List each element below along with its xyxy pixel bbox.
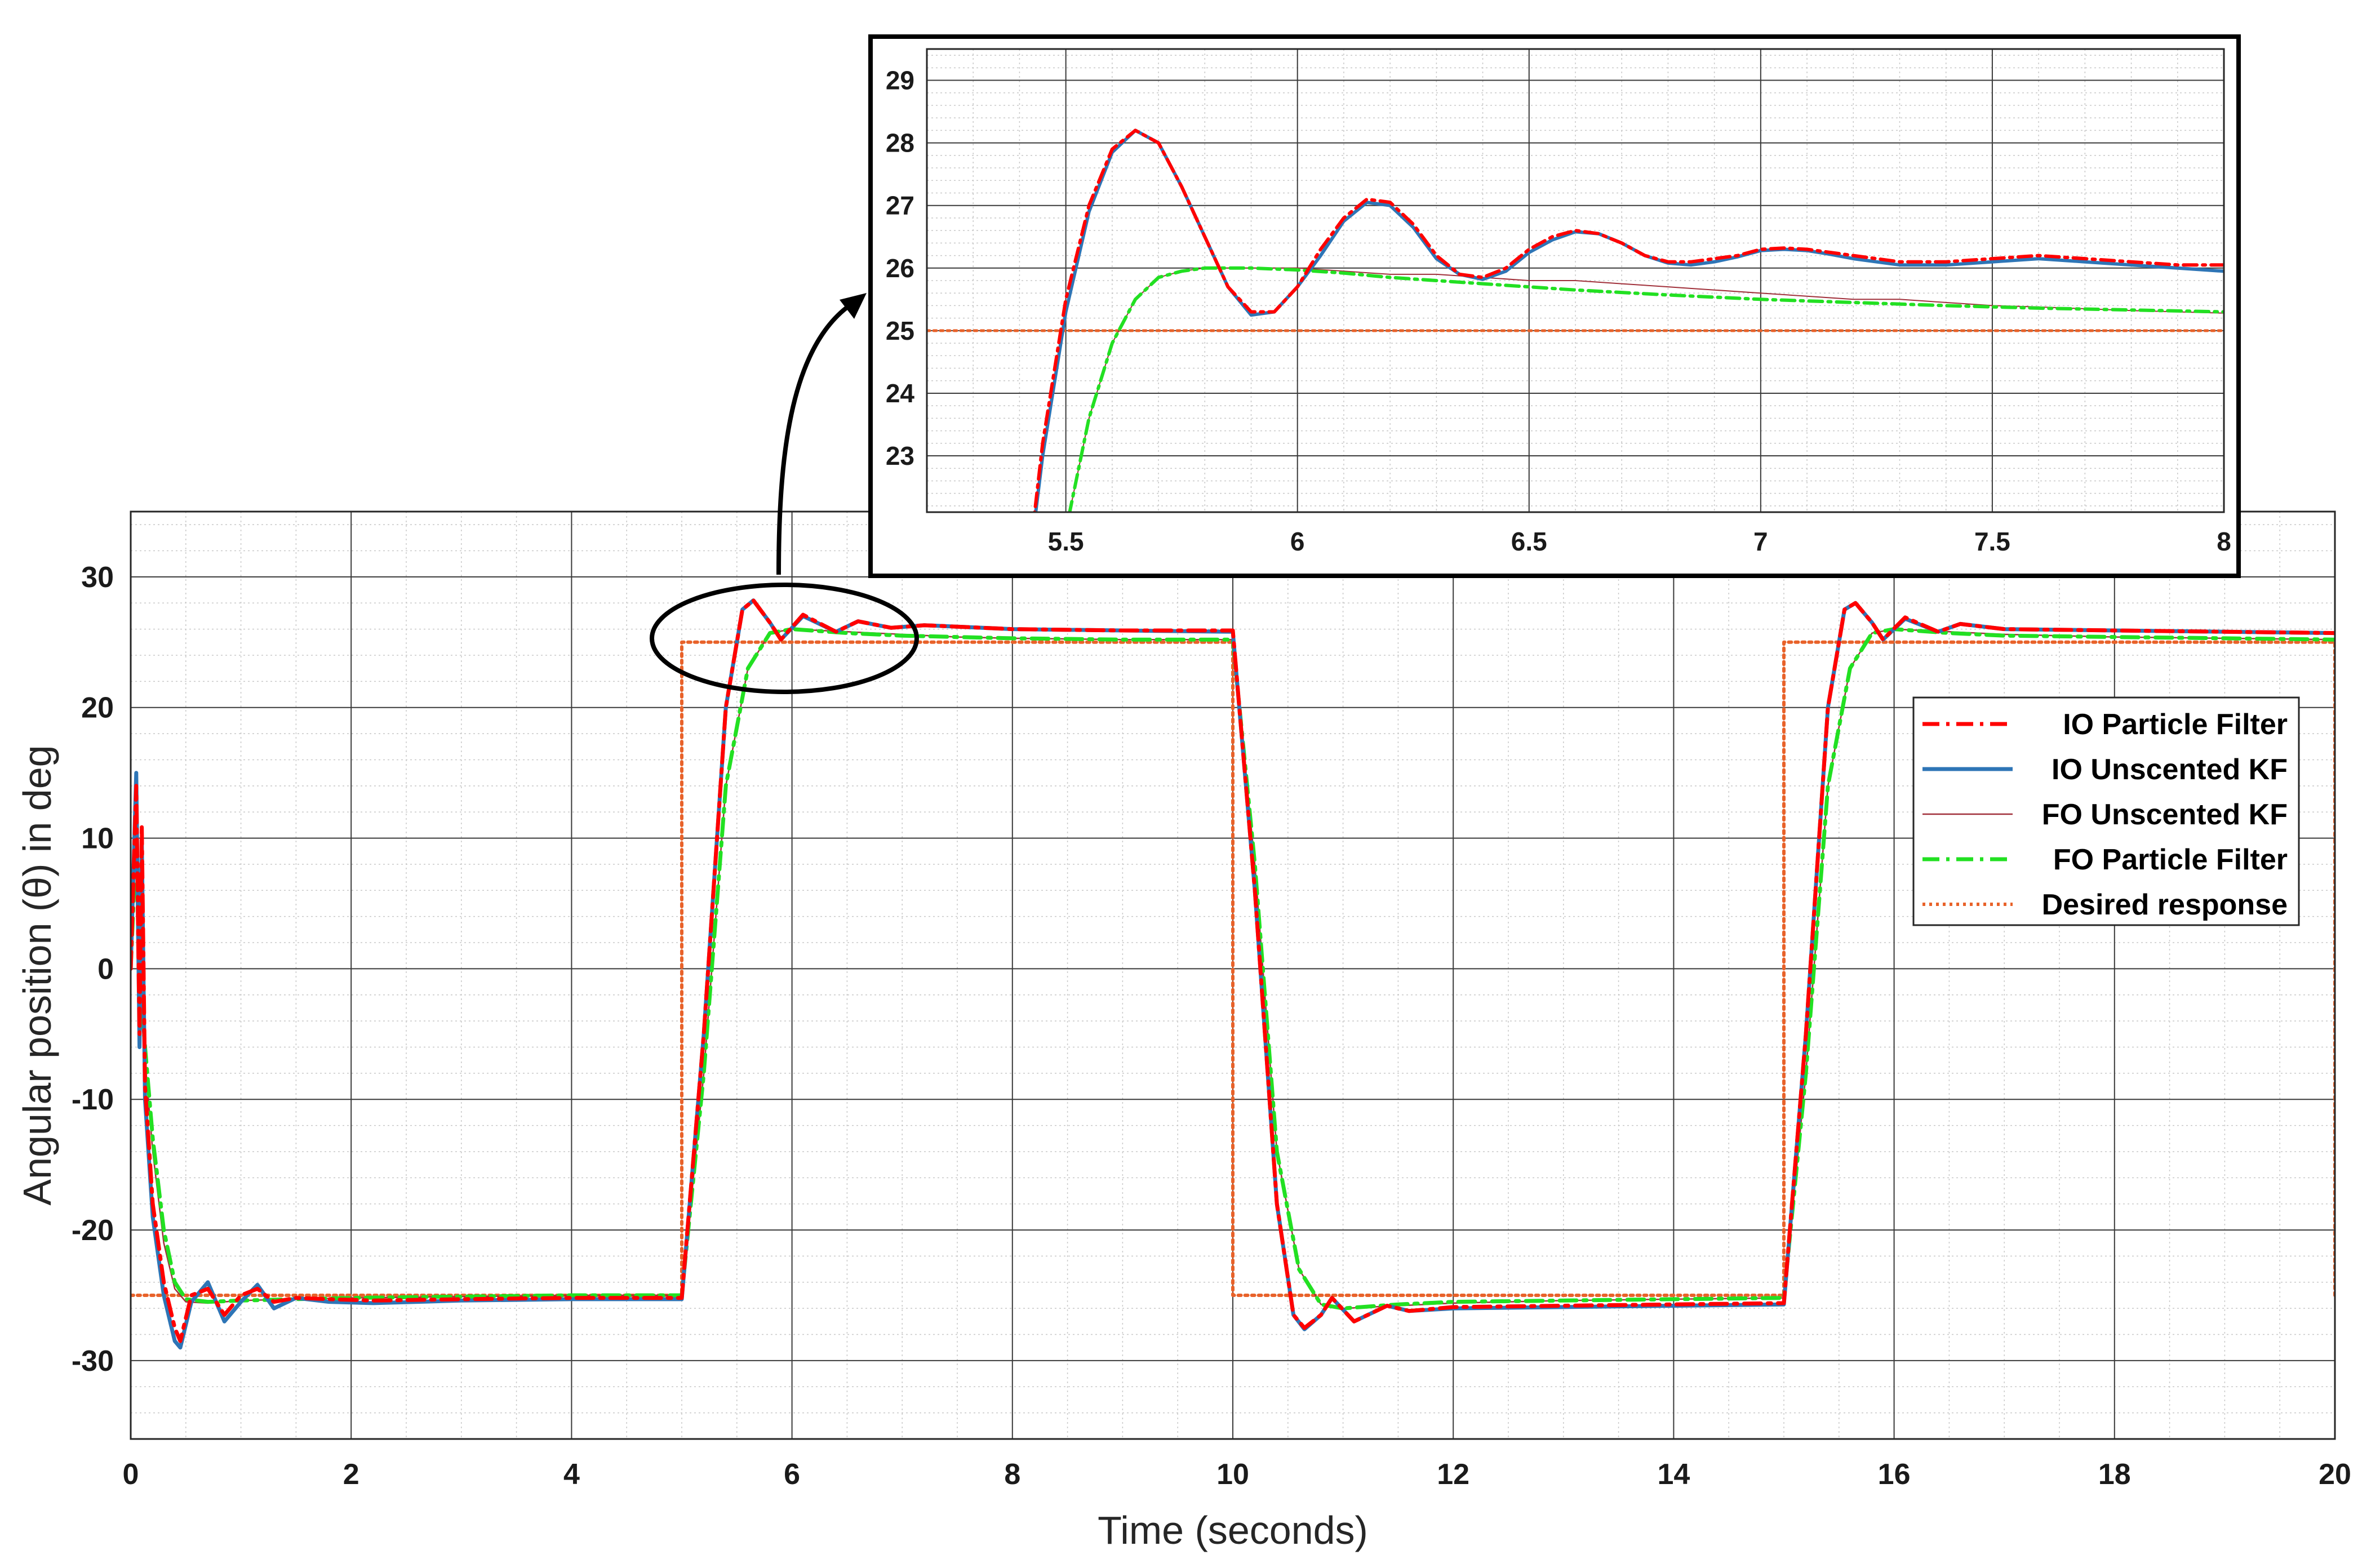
x-tick-label: 20	[2319, 1458, 2351, 1491]
zoom-ellipse	[650, 583, 919, 694]
legend: IO Particle Filter IO Unscented KF FO Unsc…	[1912, 696, 2300, 926]
y-tick-label: -10	[72, 1083, 114, 1116]
y-tick-label: 10	[81, 823, 114, 855]
legend-label-io-particle-filter: IO Particle Filter	[2063, 708, 2288, 741]
series-line-io-particle-filter	[131, 598, 2335, 1343]
y-axis-label: Angular position (θ) in deg	[15, 745, 59, 1205]
x-tick-label: 8	[2217, 527, 2231, 556]
x-tick-label: 16	[1878, 1458, 1911, 1491]
inset-series-layer	[927, 128, 2224, 512]
x-tick-label: 6	[1290, 527, 1305, 556]
y-tick-label: 24	[886, 379, 915, 408]
series-line-io-particle-filter	[1033, 128, 2224, 512]
legend-label-desired-response: Desired response	[2042, 889, 2288, 921]
legend-label-fo-unscented-kf: FO Unscented KF	[2042, 798, 2288, 831]
inset-x-tick-labels: 5.5 6 6.5 7 7.5 8	[1048, 527, 2231, 556]
y-tick-label: 29	[886, 66, 914, 95]
y-tick-label: 20	[81, 692, 114, 725]
x-tick-label: 2	[343, 1458, 359, 1491]
y-tick-label: 23	[886, 441, 914, 470]
legend-entries: IO Particle Filter IO Unscented KF FO Unsc…	[1922, 708, 2288, 921]
legend-box	[1912, 696, 2300, 926]
main-y-tick-labels: -30 -20 -10 0 10 20 30	[72, 561, 114, 1378]
y-tick-label: 30	[81, 561, 114, 594]
zoom-annotation	[650, 293, 919, 694]
x-tick-label: 6	[784, 1458, 800, 1491]
inset-chart: 5.5 6 6.5 7 7.5 8 23 24 25 26 27 28 29	[868, 34, 2241, 578]
x-tick-label: 5.5	[1048, 527, 1084, 556]
main-chart: 0 2 4 6 8 10 12 14 16 18 20 -30 -20 -10 0 10 20 30 Time …	[15, 510, 2351, 1552]
x-tick-label: 7.5	[1974, 527, 2010, 556]
x-tick-label: 10	[1216, 1458, 1249, 1491]
series-line-fo-particle-filter	[131, 627, 2335, 1311]
x-tick-label: 18	[2098, 1458, 2131, 1491]
y-tick-label: 27	[886, 191, 914, 220]
x-tick-label: 4	[563, 1458, 580, 1491]
x-tick-label: 14	[1657, 1458, 1690, 1491]
x-axis-label: Time (seconds)	[1098, 1508, 1368, 1552]
x-tick-label: 7	[1753, 527, 1768, 556]
y-tick-label: -20	[72, 1214, 114, 1247]
main-x-tick-labels: 0 2 4 6 8 10 12 14 16 18 20	[123, 1458, 2351, 1491]
zoom-arrow-head	[840, 293, 867, 319]
inset-y-tick-labels: 23 24 25 26 27 28 29	[886, 66, 915, 470]
x-tick-label: 12	[1437, 1458, 1469, 1491]
y-tick-label: 0	[97, 953, 114, 985]
legend-label-io-unscented-kf: IO Unscented KF	[2052, 753, 2288, 786]
series-line-desired-response	[131, 640, 2335, 1297]
main-series-layer	[131, 598, 2335, 1350]
y-tick-label: 25	[886, 316, 914, 345]
x-tick-label: 6.5	[1511, 527, 1547, 556]
x-tick-label: 0	[123, 1458, 139, 1491]
legend-label-fo-particle-filter: FO Particle Filter	[2053, 843, 2288, 876]
y-tick-label: -30	[72, 1345, 114, 1378]
y-tick-label: 28	[886, 128, 914, 158]
inset-plot-border	[926, 48, 2225, 513]
x-tick-label: 8	[1004, 1458, 1020, 1491]
series-line-fo-particle-filter	[1068, 266, 2224, 512]
y-tick-label: 26	[886, 254, 914, 283]
zoom-arrow	[776, 303, 851, 575]
